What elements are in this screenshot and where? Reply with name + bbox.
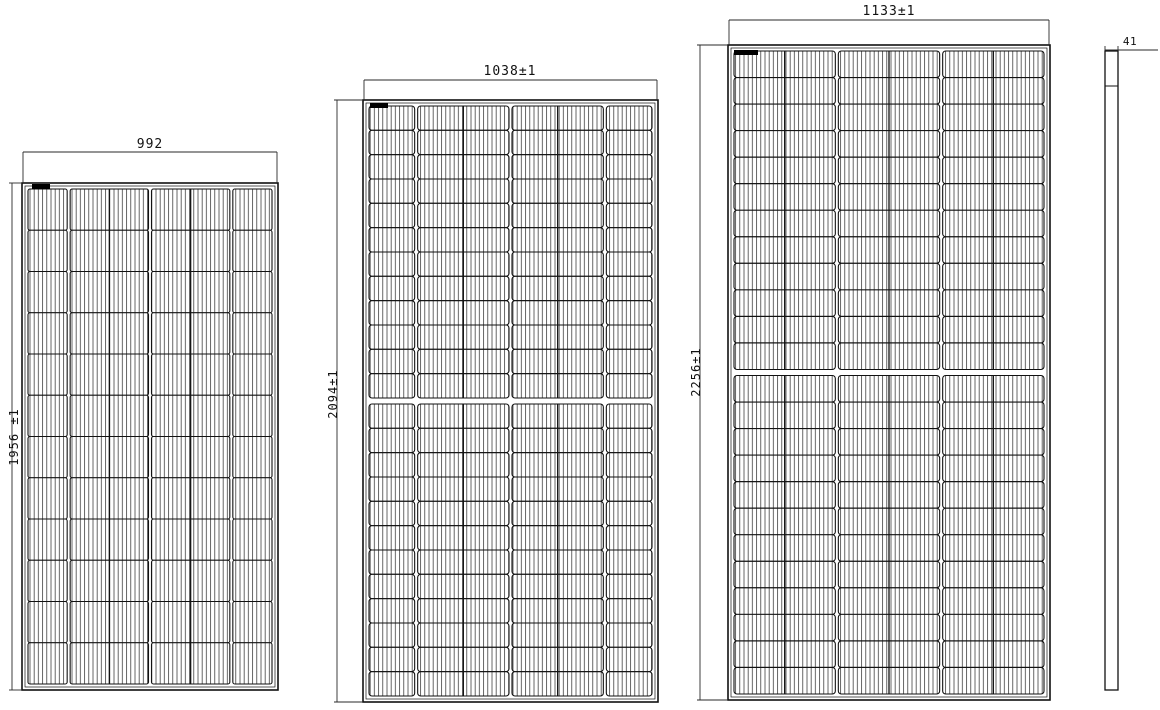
dim-width-panel-3: 1133±1 [862,4,916,19]
dim-height-panel-2: 2094±1 [326,369,340,419]
dim-thickness-side-view: 41 [1122,35,1138,48]
panel-large-half-cell-front [727,44,1051,701]
corner-mark [734,50,758,55]
corner-mark [32,184,50,189]
corner-mark [370,103,388,108]
dim-width-panel-2: 1038±1 [483,64,537,79]
frame-side-profile [1104,50,1119,691]
dim-width-panel-1: 992 [136,137,164,152]
dim-height-panel-1: 1956 ±1 [7,408,21,466]
dim-height-panel-3: 2256±1 [689,347,703,397]
panel-144-half-cell-front [362,99,659,703]
panel-72-cell-front [21,182,279,691]
